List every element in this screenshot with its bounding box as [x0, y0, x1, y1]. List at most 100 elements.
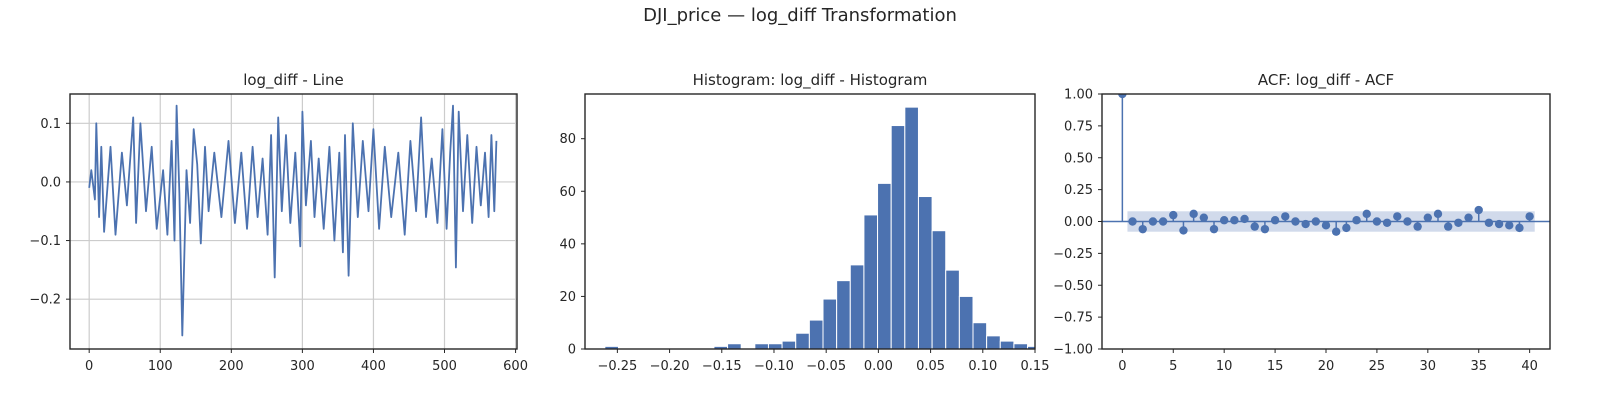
- histogram-bar: [781, 340, 797, 349]
- acf-marker: [1179, 226, 1188, 235]
- series-line: [88, 104, 498, 337]
- acf-marker: [1464, 213, 1473, 222]
- axes-frame: [69, 93, 518, 350]
- acf-marker: [1311, 217, 1321, 226]
- x-tick-label: 0.00: [864, 359, 893, 374]
- y-tick-label: 60: [559, 185, 576, 200]
- x-tick-label: −0.05: [806, 359, 846, 374]
- acf-marker: [1362, 209, 1371, 219]
- x-tick-label: 0: [85, 359, 93, 374]
- histogram-bar: [849, 264, 865, 349]
- y-tick-label: 0.25: [1064, 183, 1093, 198]
- x-tick-label: 40: [1521, 359, 1538, 374]
- line-panel: 0 100 200 300 400 500 600 0.1 0.0 −0.1 −0.2 log_dif…: [29, 71, 528, 374]
- x-tick-label: 30: [1420, 359, 1437, 374]
- histogram-bar: [931, 230, 947, 349]
- acf-marker: [1128, 217, 1137, 226]
- acf-marker: [1301, 219, 1310, 229]
- panel-title: Histogram: log_diff - Histogram: [693, 71, 928, 90]
- y-tick-label: 0.50: [1064, 151, 1093, 166]
- acf-marker: [1169, 210, 1178, 220]
- acf-marker: [1158, 217, 1168, 226]
- x-tick-label: 300: [290, 359, 315, 374]
- acf-marker: [1342, 223, 1351, 233]
- acf-marker: [1209, 224, 1219, 234]
- x-tick-label: 0.05: [916, 359, 945, 374]
- histogram-bar: [863, 214, 879, 349]
- x-tick-label: 200: [219, 359, 244, 374]
- acf-marker: [1230, 216, 1239, 225]
- acf-marker: [1525, 212, 1534, 221]
- histogram-bar: [795, 332, 810, 349]
- x-tick-label: 25: [1369, 359, 1386, 374]
- histogram-bar: [1013, 343, 1029, 349]
- acf-marker: [1291, 217, 1300, 226]
- x-tick-label: 10: [1216, 359, 1233, 374]
- acf-marker: [1454, 218, 1463, 227]
- acf-marker: [1331, 227, 1341, 236]
- y-tick-label: −0.1: [29, 234, 61, 249]
- y-tick-label: −0.50: [1053, 279, 1093, 294]
- x-tick-label: 100: [148, 359, 173, 374]
- acf-marker: [1321, 221, 1331, 230]
- y-tick-label: 80: [559, 132, 576, 147]
- acf-marker: [1260, 224, 1270, 234]
- histogram-bar: [890, 125, 906, 349]
- histogram-bar: [822, 298, 838, 349]
- acf-marker: [1250, 222, 1259, 231]
- plot-area: [88, 104, 498, 337]
- histogram-panel: −0.25 −0.20 −0.15 −0.10 −0.05 0.00 0.05 0.10 0.1…: [559, 71, 1049, 374]
- histogram-bar: [754, 343, 769, 349]
- histogram-bar: [972, 322, 988, 349]
- acf-marker: [1515, 223, 1524, 233]
- y-tick-label: 0.1: [40, 117, 61, 132]
- histogram-bar: [904, 106, 919, 349]
- x-tick-label: −0.20: [650, 359, 690, 374]
- figure-suptitle: DJI_price — log_diff Transformation: [643, 5, 957, 26]
- acf-marker: [1443, 222, 1453, 231]
- histogram-bar: [877, 182, 892, 349]
- y-tick-label: −0.25: [1053, 247, 1093, 262]
- y-tick-label: 0: [568, 343, 576, 358]
- x-tick-label: 35: [1470, 359, 1487, 374]
- acf-marker: [1189, 209, 1198, 219]
- x-tick-label: 0.10: [968, 359, 997, 374]
- acf-marker: [1118, 94, 1127, 99]
- panel-title: ACF: log_diff - ACF: [1258, 71, 1394, 90]
- acf-marker: [1403, 217, 1412, 226]
- histogram-bar: [999, 340, 1015, 349]
- x-tick-label: 400: [361, 359, 386, 374]
- acf-marker: [1433, 209, 1443, 219]
- acf-marker: [1240, 214, 1249, 224]
- y-tick-label: 0.0: [40, 175, 61, 190]
- acf-marker: [1423, 213, 1433, 222]
- x-tick-label: 0: [1118, 359, 1126, 374]
- acf-marker: [1494, 219, 1504, 229]
- histogram-bar: [958, 295, 974, 349]
- acf-marker: [1413, 222, 1422, 231]
- x-tick-label: 500: [432, 359, 457, 374]
- y-tick-label: −1.00: [1053, 343, 1093, 358]
- y-tick-label: 0.75: [1064, 119, 1093, 134]
- histogram-bar: [767, 343, 783, 349]
- acf-marker: [1138, 224, 1147, 234]
- y-tick-label: 40: [559, 237, 576, 252]
- acf-marker: [1281, 212, 1290, 221]
- acf-marker: [1484, 218, 1494, 227]
- x-tick-label: −0.25: [597, 359, 637, 374]
- panel-title: log_diff - Line: [243, 71, 344, 90]
- acf-marker: [1219, 216, 1229, 225]
- x-tick-label: 5: [1169, 359, 1177, 374]
- x-tick-label: 20: [1318, 359, 1335, 374]
- y-tick-label: 0.00: [1064, 215, 1093, 230]
- x-tick-label: −0.15: [702, 359, 742, 374]
- y-tick-label: −0.2: [29, 293, 61, 308]
- histogram-bar: [945, 269, 960, 349]
- histogram-bar: [836, 280, 851, 349]
- x-tick-label: 15: [1267, 359, 1284, 374]
- y-tick-label: −0.75: [1053, 311, 1093, 326]
- x-tick-label: 0.15: [1021, 359, 1050, 374]
- histogram-bar: [727, 343, 742, 349]
- x-tick-label: 600: [503, 359, 528, 374]
